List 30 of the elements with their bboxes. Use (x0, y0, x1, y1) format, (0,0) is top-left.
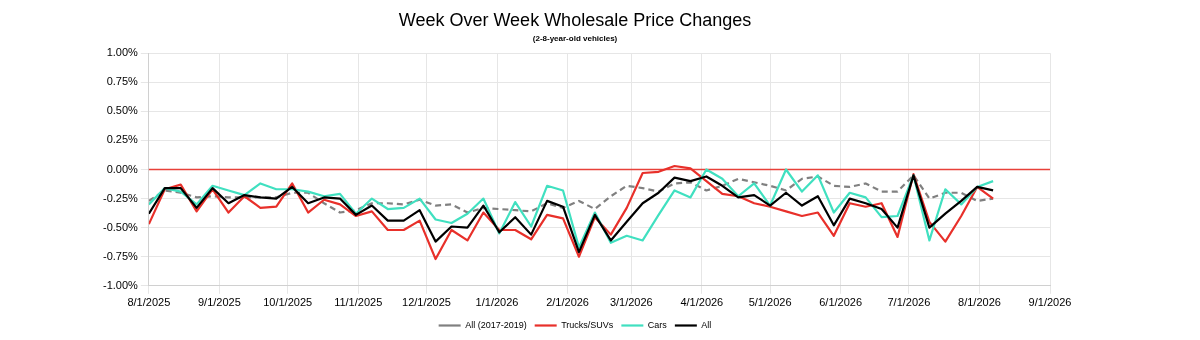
legend-label: All (2017-2019) (465, 319, 527, 330)
chart-subtitle: (2-8-year-old vehicles) (532, 33, 618, 43)
x-tick-label: 6/1/2026 (819, 296, 863, 309)
x-tick-label: 11/1/2025 (334, 296, 383, 309)
y-tick-label: 1.00% (106, 46, 139, 59)
y-tick-label: 0.75% (106, 75, 139, 88)
x-tick-label: 1/1/2026 (475, 296, 519, 309)
y-tick-label: -0.25% (102, 191, 139, 204)
x-tick-label: 5/1/2026 (748, 296, 792, 309)
y-tick-label: 0.00% (106, 162, 139, 175)
line-series (148, 174, 995, 214)
y-tick-label: 0.25% (106, 133, 139, 146)
legend-label: Cars (647, 319, 668, 330)
x-tick-label: 7/1/2026 (887, 296, 931, 309)
x-tick-label: 10/1/2025 (263, 296, 313, 309)
y-tick-label: -0.75% (102, 249, 139, 262)
y-tick-label: 0.50% (106, 104, 139, 117)
x-tick-label: 8/1/2025 (127, 296, 171, 309)
x-tick-label: 4/1/2026 (680, 296, 724, 309)
x-tick-label: 9/1/2025 (197, 296, 241, 309)
x-tick-label: 3/1/2026 (609, 296, 653, 309)
x-tick-label: 12/1/2025 (402, 296, 451, 309)
legend-label: Trucks/SUVs (561, 319, 614, 330)
x-tick-label: 8/1/2026 (958, 296, 1001, 309)
y-tick-label: -1.00% (102, 278, 139, 291)
y-tick-label: -0.50% (102, 220, 139, 233)
x-tick-label: 2/1/2026 (546, 296, 589, 309)
chart-title: Week Over Week Wholesale Price Changes (398, 9, 752, 30)
x-tick-label: 9/1/2026 (1028, 296, 1072, 309)
legend-label: All (701, 319, 712, 330)
